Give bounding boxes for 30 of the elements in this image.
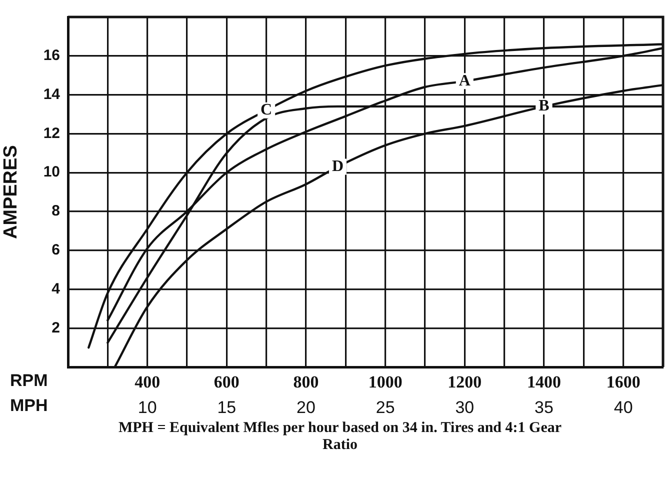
x-tick-label: 1200: [448, 372, 482, 392]
x2-tick-label: 10: [138, 398, 157, 417]
y-tick-label: 8: [52, 202, 60, 220]
x2-tick-label: 35: [534, 398, 554, 417]
x2-axis-title: MPH: [10, 396, 48, 416]
series-label: D: [332, 158, 344, 175]
x-tick-label: 1400: [527, 372, 561, 392]
x2-tick-label: 30: [455, 398, 474, 417]
text: MPH = Equivalent Mfles per hour based on 34 in. Tires and 4:1 Gear Ratio: [117, 420, 563, 454]
series-label: B: [538, 98, 550, 115]
x-tick-label: 400: [134, 372, 160, 392]
y-tick-label: 6: [52, 241, 60, 258]
y-axis-title: AMPERES: [0, 145, 22, 239]
x-tick-label: 1600: [606, 372, 640, 392]
x-tick-label: 600: [214, 372, 240, 392]
y-tick-label: 16: [43, 47, 60, 64]
series-label: A: [458, 72, 471, 90]
y-tick-label: 10: [43, 164, 60, 181]
x2-tick-label: 20: [296, 398, 316, 417]
y-tick-label: 2: [52, 319, 60, 336]
x-axis-title: RPM: [10, 371, 48, 390]
x-tick-label: 800: [293, 372, 319, 392]
y-tick-label: 12: [43, 124, 60, 142]
y-tick-label: 14: [43, 86, 61, 103]
y-tick-label: 4: [52, 280, 61, 298]
x-tick-label: 1000: [368, 372, 402, 392]
x2-tick-label: 15: [217, 398, 236, 417]
x2-tick-label: 40: [614, 398, 633, 417]
series-label: C: [260, 101, 272, 118]
x2-tick-label: 25: [376, 398, 395, 417]
